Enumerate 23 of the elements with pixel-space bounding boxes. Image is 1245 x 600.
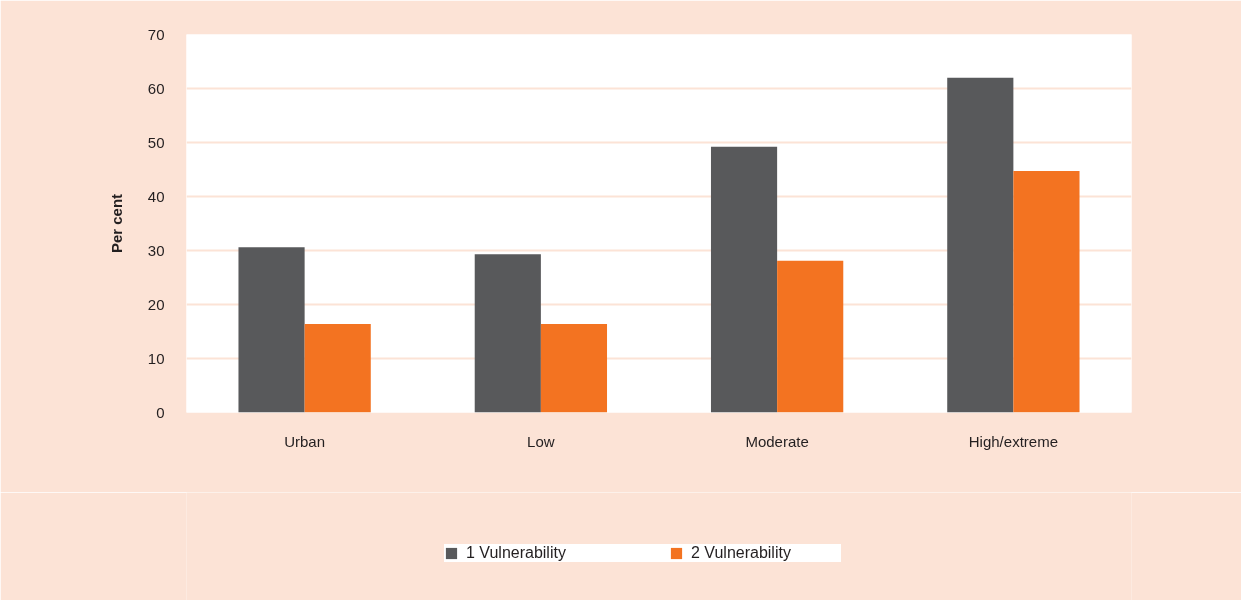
y-tick-label: 40 [147,187,165,205]
legend-label: 1 Vulnerability [466,544,567,562]
x-tick-label: Low [527,432,555,450]
bar [238,247,305,413]
bar [304,323,371,413]
y-tick-label: 20 [147,295,165,313]
bar [540,323,608,413]
bar [947,77,1014,413]
x-tick-label: High/extreme [968,432,1058,450]
y-tick-label: 50 [147,133,165,151]
x-tick-label: Moderate [745,432,809,450]
y-tick-label: 0 [156,403,165,421]
legend-label: 2 Vulnerability [691,544,792,562]
y-axis-title: Per cent [107,193,125,254]
x-tick-label: Urban [284,432,326,450]
y-tick-label: 30 [147,241,165,259]
bar [777,260,844,413]
bar [1013,171,1080,413]
y-tick-label: 60 [147,79,165,97]
y-tick-label: 70 [147,25,165,43]
y-tick-label: 10 [147,349,165,367]
bar [710,146,778,413]
bar [474,254,541,413]
